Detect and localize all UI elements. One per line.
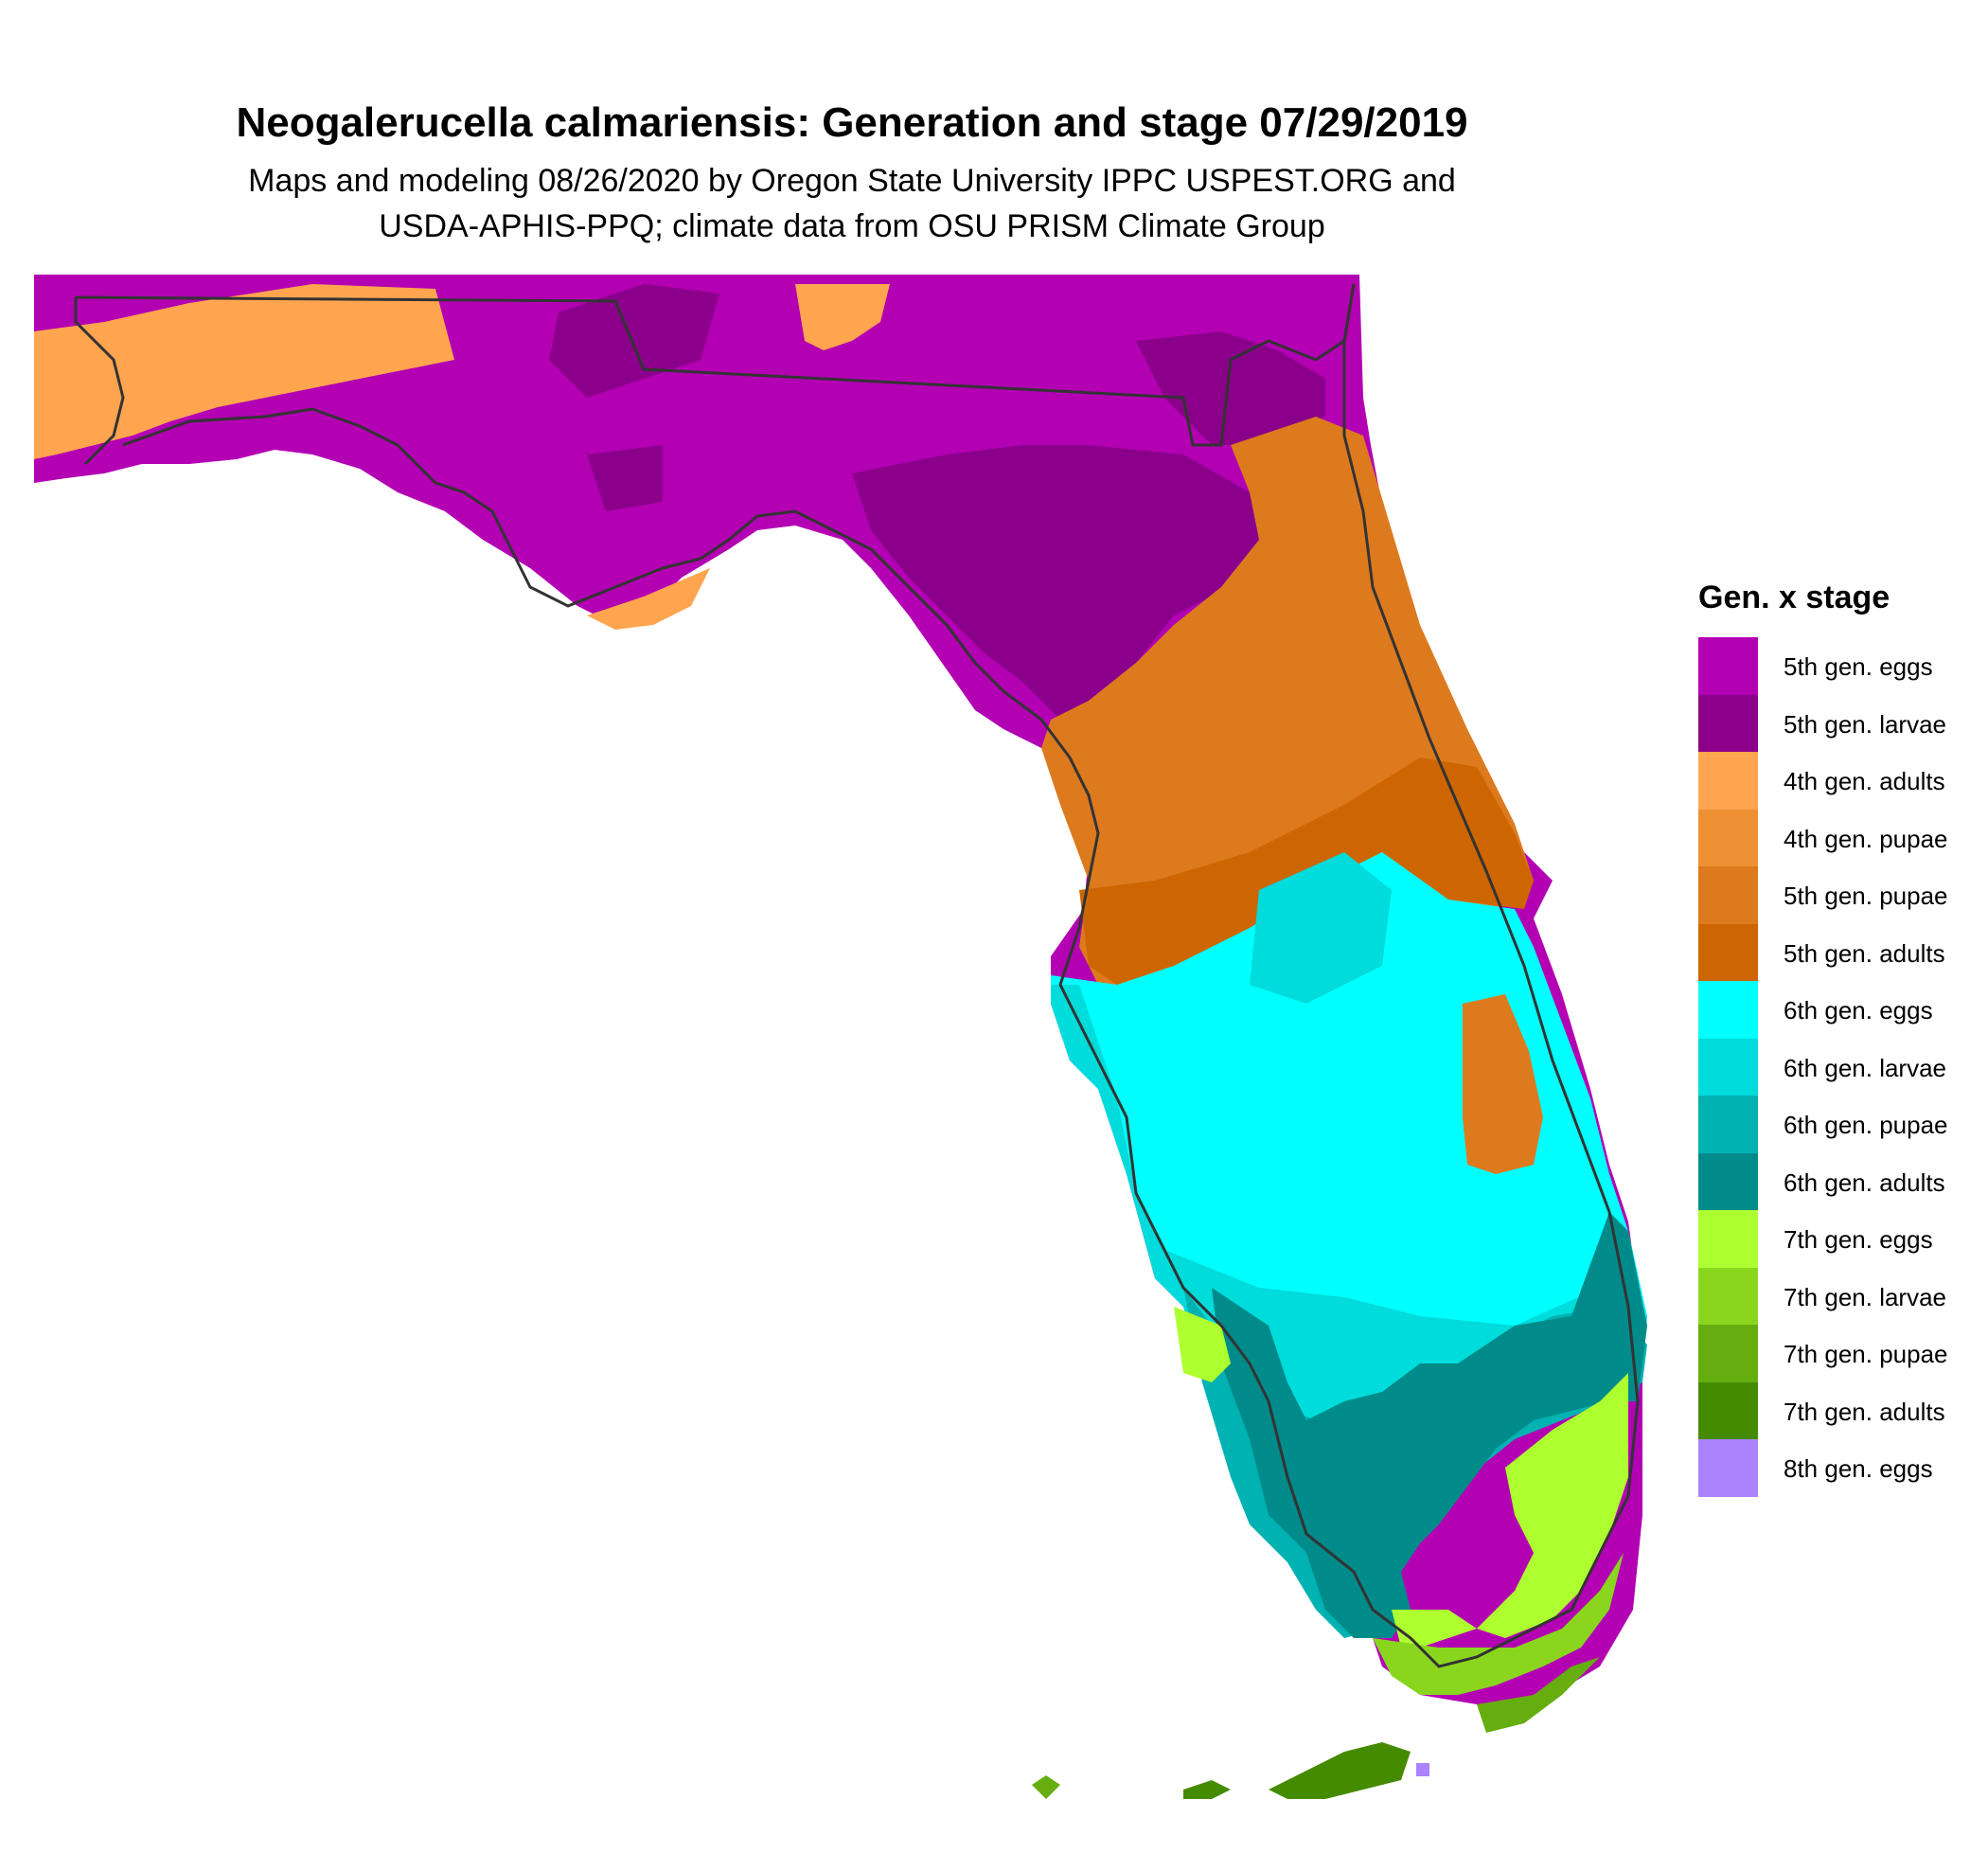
legend-swatch [1698, 694, 1758, 752]
region-8th-gen-eggs [1416, 1763, 1429, 1776]
legend-swatch [1698, 1038, 1758, 1096]
legend-item: 4th gen. pupae [1698, 809, 1948, 866]
state-outline [75, 283, 1356, 447]
legend-item: 5th gen. pupae [1698, 866, 1948, 924]
legend-item: 6th gen. pupae [1698, 1096, 1948, 1153]
legend-label: 7th gen. larvae [1784, 1282, 1947, 1311]
legend-swatch [1698, 1381, 1758, 1439]
legend-swatch [1698, 923, 1758, 981]
region-5th-gen-larvae [549, 284, 719, 398]
legend: Gen. x stage 5th gen. eggs 5th gen. larv… [1698, 579, 1948, 1497]
legend-swatch [1698, 1267, 1758, 1325]
legend-label: 7th gen. pupae [1784, 1340, 1948, 1368]
florida-map [34, 275, 1647, 1799]
legend-label: 5th gen. larvae [1784, 709, 1947, 739]
legend-swatch [1698, 981, 1758, 1039]
region-6th-gen-eggs [1051, 852, 1647, 1354]
legend-swatch [1698, 637, 1758, 695]
legend-label: 7th gen. eggs [1784, 1225, 1933, 1254]
legend-label: 6th gen. adults [1784, 1167, 1945, 1197]
region-7th-gen-larvae [1373, 1553, 1624, 1695]
region-7th-gen-adults [1183, 1780, 1231, 1799]
legend-item: 5th gen. eggs [1698, 637, 1933, 695]
legend-label: 7th gen. adults [1784, 1397, 1945, 1426]
legend-title: Gen. x stage [1698, 579, 1890, 615]
map-subtitle-line-1: Maps and modeling 08/26/2020 by Oregon S… [248, 163, 1456, 199]
legend-label: 8th gen. eggs [1784, 1454, 1933, 1483]
legend-item: 5th gen. adults [1698, 923, 1945, 981]
legend-label: 6th gen. eggs [1784, 996, 1933, 1025]
state-outline [74, 283, 1640, 1668]
legend-label: 6th gen. pupae [1784, 1111, 1948, 1139]
region-5th-gen-larvae [852, 445, 1269, 720]
region-5th-gen-larvae [1136, 331, 1325, 445]
region-5th-gen-larvae [587, 445, 663, 511]
legend-item: 6th gen. adults [1698, 1152, 1945, 1210]
legend-swatch [1698, 1210, 1758, 1268]
legend-swatch [1698, 866, 1758, 924]
legend-label: 5th gen. eggs [1784, 652, 1933, 681]
region-6th-gen-adults [1212, 1212, 1647, 1638]
legend-swatch [1698, 1152, 1758, 1210]
region-6th-gen-larvae [1250, 852, 1392, 1004]
legend-item: 6th gen. eggs [1698, 981, 1933, 1039]
legend-item: 8th gen. eggs [1698, 1439, 1933, 1497]
region-7th-gen-eggs [1174, 1307, 1231, 1382]
region-4th-gen-adults [34, 284, 454, 459]
legend-item: 7th gen. adults [1698, 1381, 1945, 1439]
legend-item: 7th gen. eggs [1698, 1210, 1933, 1268]
legend-item: 4th gen. adults [1698, 752, 1945, 810]
legend-item: 5th gen. larvae [1698, 694, 1946, 752]
legend-label: 5th gen. pupae [1784, 882, 1948, 910]
legend-label: 5th gen. adults [1784, 938, 1945, 968]
region-7th-gen-eggs [1392, 1610, 1477, 1648]
legend-item: 7th gen. pupae [1698, 1325, 1948, 1382]
legend-label: 4th gen. adults [1784, 767, 1945, 795]
legend-label: 4th gen. pupae [1784, 824, 1948, 853]
legend-swatch [1698, 1096, 1758, 1153]
legend-item: 7th gen. larvae [1698, 1267, 1946, 1325]
legend-swatch [1698, 809, 1758, 866]
legend-items: 5th gen. eggs 5th gen. larvae 4th gen. a… [1698, 637, 1948, 1497]
map-title: Neogalerucella calmariensis: Generation … [236, 99, 1468, 146]
region-7th-gen-pupae [1032, 1775, 1060, 1799]
region-7th-gen-adults [1269, 1742, 1411, 1799]
region-4th-gen-adults [587, 568, 710, 630]
legend-item: 6th gen. larvae [1698, 1038, 1946, 1096]
region-5th-gen-pupae [1463, 994, 1543, 1174]
region-7th-gen-pupae [1477, 1657, 1600, 1733]
legend-swatch [1698, 1325, 1758, 1382]
map-subtitle-line-2: USDA-APHIS-PPQ; climate data from OSU PR… [379, 208, 1325, 244]
legend-swatch [1698, 1439, 1758, 1497]
legend-swatch [1698, 752, 1758, 810]
legend-label: 6th gen. larvae [1784, 1053, 1947, 1082]
region-4th-gen-adults [795, 284, 890, 350]
